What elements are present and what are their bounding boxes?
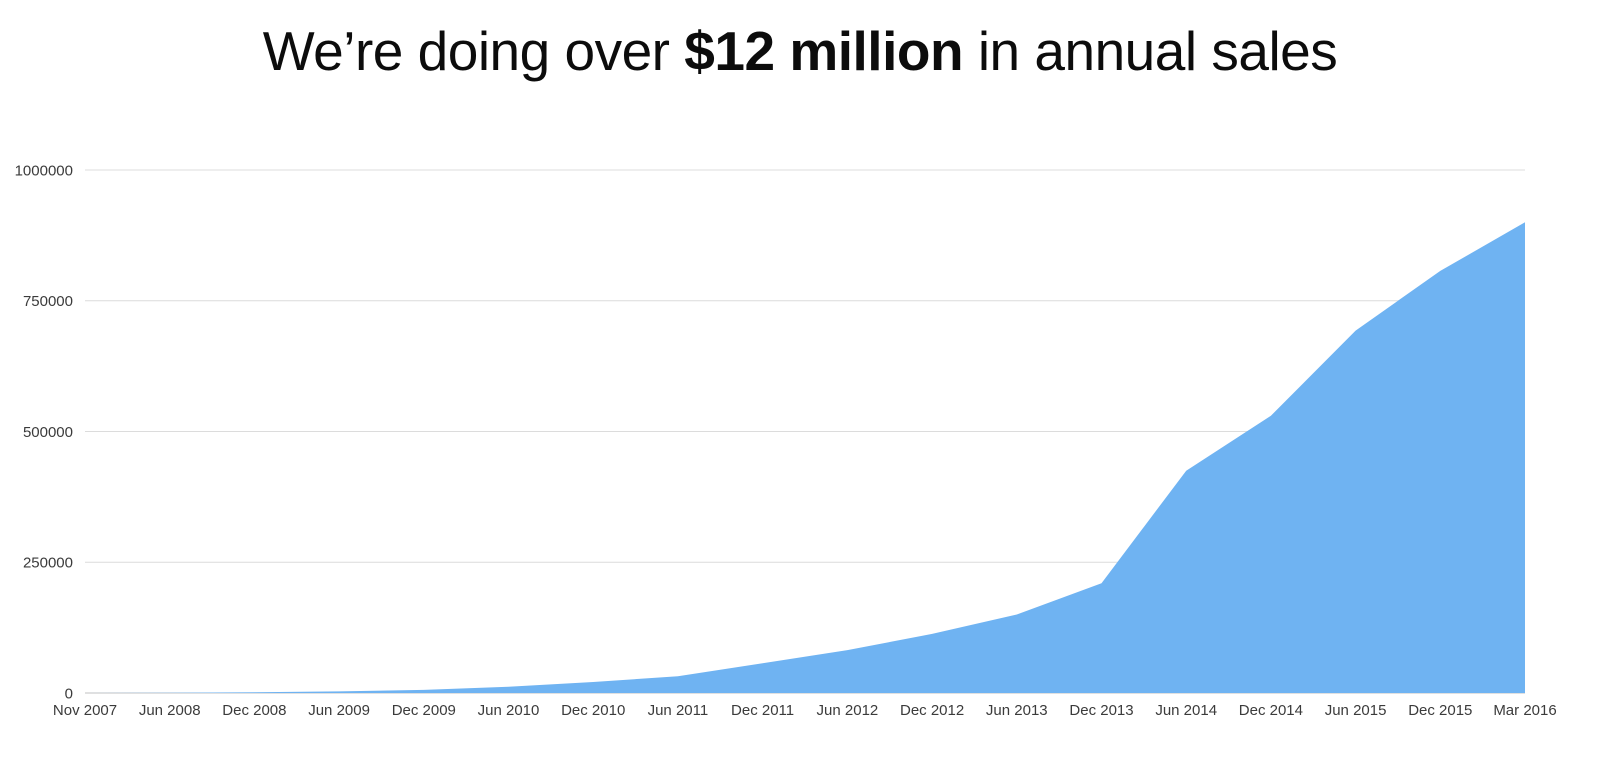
x-tick-label: Dec 2008 [222,702,286,719]
x-tick-label: Dec 2012 [900,702,964,719]
x-tick-label: Jun 2009 [308,702,370,719]
y-tick-label: 0 [65,685,73,702]
y-tick-label: 1000000 [15,162,73,179]
x-tick-label: Mar 2016 [1493,702,1556,719]
chart-title: We’re doing over $12 million in annual s… [0,18,1600,84]
y-tick-label: 500000 [23,424,73,441]
x-tick-label: Dec 2010 [561,702,625,719]
x-tick-label: Jun 2015 [1325,702,1387,719]
x-tick-label: Nov 2007 [53,702,117,719]
x-tick-label: Dec 2015 [1408,702,1472,719]
x-tick-label: Jun 2011 [648,702,709,719]
chart-title-suffix: in annual sales [963,20,1338,82]
x-tick-label: Jun 2010 [478,702,540,719]
x-tick-label: Jun 2013 [986,702,1048,719]
chart-title-highlight: $12 million [684,20,964,82]
x-tick-label: Jun 2008 [139,702,201,719]
y-tick-label: 250000 [23,555,73,572]
x-tick-label: Dec 2009 [392,702,456,719]
x-tick-label: Dec 2014 [1239,702,1303,719]
x-tick-label: Dec 2011 [731,702,794,719]
chart-title-prefix: We’re doing over [262,20,685,82]
x-tick-label: Jun 2012 [817,702,879,719]
y-tick-label: 750000 [23,293,73,310]
x-tick-label: Jun 2014 [1155,702,1217,719]
sales-area-series [85,222,1525,694]
x-tick-label: Dec 2013 [1069,702,1133,719]
